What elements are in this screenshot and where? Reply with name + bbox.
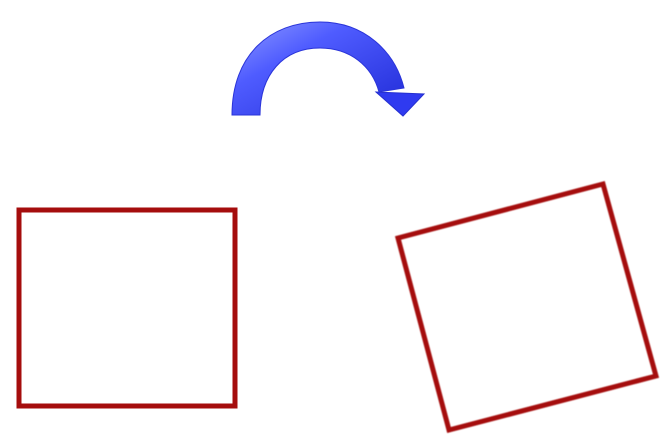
rotation-arrow-shaft	[231, 21, 405, 116]
original-square	[16, 207, 238, 409]
rotation-arrow-head	[374, 91, 426, 117]
rotated-square	[394, 180, 660, 434]
rotation-arrow	[231, 21, 426, 117]
